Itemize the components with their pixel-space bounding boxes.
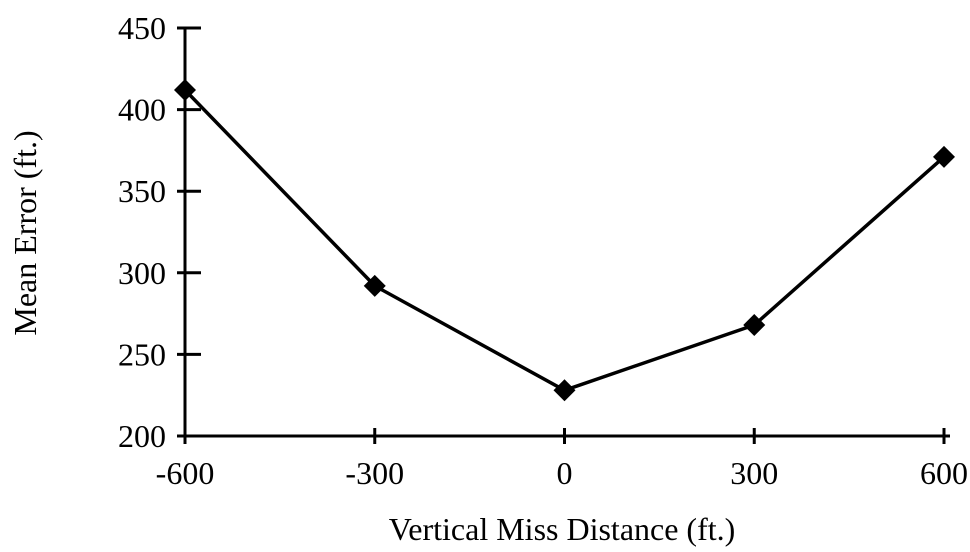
data-point-marker xyxy=(363,274,386,297)
y-tick-label: 200 xyxy=(118,418,166,454)
y-tick-label: 350 xyxy=(118,173,166,209)
plot-area: 200 250 300 350 400 450 -600 -300 0 300 600 xyxy=(118,10,968,491)
data-point-marker xyxy=(174,79,196,102)
y-tick-label: 250 xyxy=(118,336,166,372)
x-tick-label: 0 xyxy=(557,455,573,491)
x-ticks: -600 -300 0 300 600 xyxy=(156,428,968,491)
data-point-marker xyxy=(743,314,766,337)
x-axis-title: Vertical Miss Distance (ft.) xyxy=(389,511,736,547)
y-tick-label: 400 xyxy=(118,92,166,128)
x-tick-label: -300 xyxy=(345,455,404,491)
x-tick-label: 600 xyxy=(920,455,968,491)
y-axis-title: Mean Error (ft.) xyxy=(7,130,43,335)
y-ticks: 200 250 300 350 400 450 xyxy=(118,10,201,454)
y-tick-label: 300 xyxy=(118,255,166,291)
series-line xyxy=(183,88,946,393)
x-tick-label: 300 xyxy=(730,455,778,491)
x-tick-label: -600 xyxy=(156,455,215,491)
y-tick-label: 450 xyxy=(118,10,166,46)
data-point-marker xyxy=(553,379,576,402)
series-markers xyxy=(174,79,955,402)
data-point-marker xyxy=(933,145,955,168)
